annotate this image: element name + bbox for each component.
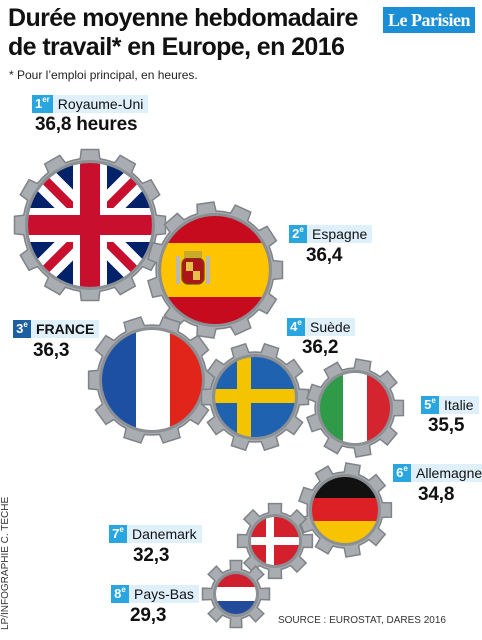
rank-badge: 8e	[111, 585, 129, 603]
sweden-flag	[215, 357, 295, 437]
country-name: Royaume-Uni	[52, 95, 149, 113]
rank-label-allemagne: 6e Allemagne	[393, 464, 482, 482]
value-italie: 35,5	[428, 415, 465, 436]
rank-label-danemark: 7e Danemark	[109, 525, 202, 543]
rank-badge: 2e	[289, 225, 307, 243]
rank-label-espagne: 2e Espagne	[289, 225, 373, 243]
country-name: Suède	[305, 318, 356, 336]
value-royaume-uni: 36,8 heures	[35, 114, 138, 135]
value-pays-bas: 29,3	[130, 605, 167, 626]
country-name: Allemagne	[411, 464, 482, 482]
rank-badge: 1er	[32, 95, 53, 113]
uk-flag	[28, 163, 152, 287]
publisher-logo: Le Parisien	[383, 7, 475, 33]
rank-badge: 3e	[13, 320, 31, 338]
rank-badge: 4e	[287, 318, 305, 336]
value-espagne: 36,4	[306, 245, 343, 266]
country-name: Pays-Bas	[129, 585, 199, 603]
germany-flag	[312, 477, 378, 543]
netherlands-flag	[216, 574, 256, 614]
value-france: 36,3	[33, 340, 70, 361]
infographic-credit: LP/INFOGRAPHIE C. TÊCHE	[0, 496, 11, 630]
denmark-flag	[251, 517, 299, 565]
source-note: SOURCE : EUROSTAT, DARES 2016	[277, 615, 446, 626]
footnote: * Pour l’emploi principal, en heures.	[9, 68, 198, 82]
spain-coat-of-arms-icon	[176, 251, 210, 285]
italy-flag	[320, 373, 390, 443]
page-title: Durée moyenne hebdomadaire de travail* e…	[8, 4, 358, 61]
value-allemagne: 34,8	[418, 484, 455, 505]
country-name: Italie	[439, 396, 479, 414]
country-name: FRANCE	[31, 320, 100, 338]
value-suede: 36,2	[302, 337, 339, 358]
country-name: Espagne	[307, 225, 373, 243]
rank-badge: 6e	[393, 464, 411, 482]
value-danemark: 32,3	[133, 545, 170, 566]
country-name: Danemark	[127, 525, 202, 543]
rank-label-royaume-uni: 1er Royaume-Uni	[32, 95, 149, 113]
rank-label-france: 3e FRANCE	[13, 320, 100, 338]
rank-label-pays-bas: 8e Pays-Bas	[111, 585, 199, 603]
rank-badge: 7e	[109, 525, 127, 543]
rank-label-italie: 5e Italie	[421, 396, 479, 414]
rank-label-suede: 4e Suède	[287, 318, 356, 336]
rank-badge: 5e	[421, 396, 439, 414]
spain-flag	[161, 216, 269, 324]
